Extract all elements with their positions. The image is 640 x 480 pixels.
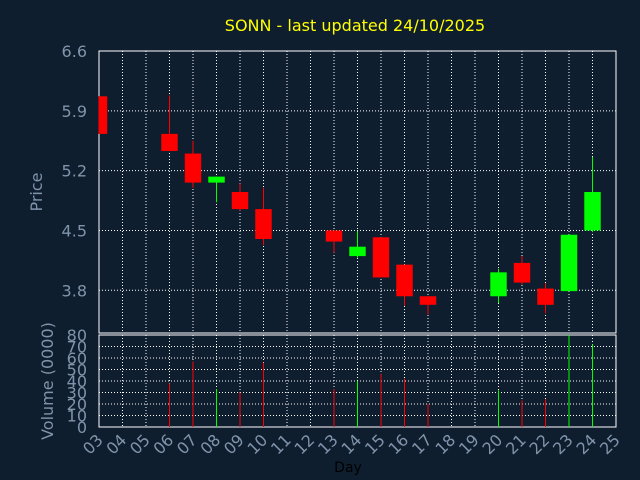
candle [349,231,366,258]
x-tick-label: 25 [596,430,624,458]
candle [419,296,437,315]
price-tick-label: 3.8 [62,281,87,300]
volume-tick-label: 10 [67,407,87,426]
price-tick-label: 5.9 [62,102,87,121]
candle [396,264,413,306]
candle-body [255,209,272,239]
candle-body [490,272,507,297]
volume-tick-label: 40 [67,372,87,391]
volume-tick-label: 70 [67,338,87,357]
candle-body [584,192,601,231]
candle-body [537,288,554,305]
x-tick-labels: 0304050607080910111213141516171819202122… [79,430,624,458]
candle [513,256,531,285]
candle [161,95,178,151]
candle [184,140,202,188]
volume-bars [169,335,593,427]
volume-tick-label: 50 [67,361,87,380]
candle [584,156,601,233]
candle-body [560,234,578,292]
candle-body [184,153,202,183]
volume-tick-label: 0 [77,418,87,437]
candle [560,234,578,292]
candle [325,230,343,253]
volume-tick-label: 80 [67,326,87,345]
candle-body [325,230,343,242]
candle-body [161,133,178,151]
price-axis-label: Price [27,172,46,211]
candle-body [372,237,390,278]
chart-title: SONN - last updated 24/10/2025 [225,16,485,35]
candle-body [396,264,413,297]
volume-axis-label: Volume (0000) [38,322,57,440]
price-tick-label: 5.2 [62,162,87,181]
candle [255,187,272,245]
candles [98,95,601,315]
x-axis-label: Day [334,460,362,476]
price-tick-label: 6.6 [62,42,87,61]
candle-body [349,246,366,257]
candle-body [99,96,108,134]
candle-body [231,192,249,210]
candle [208,176,225,203]
price-tick-label: 4.5 [62,221,87,240]
volume-tick-label: 30 [67,384,87,403]
candle-body [208,176,225,183]
candle [231,183,249,211]
candle [98,96,108,134]
candle [490,268,507,304]
volume-tick-label: 60 [67,349,87,368]
candle [372,237,390,278]
candle-body [419,296,437,305]
candle [537,283,554,314]
candle-body [513,262,531,283]
volume-tick-label: 20 [67,395,87,414]
